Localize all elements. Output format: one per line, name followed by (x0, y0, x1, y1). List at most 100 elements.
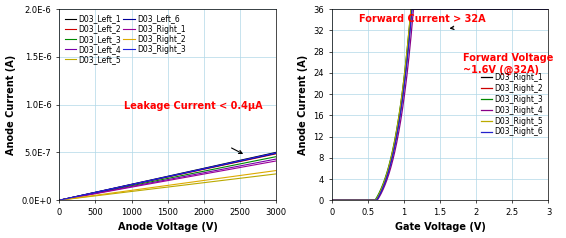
D03_Right_5 (499, 8, 506, 10)
D03_Right_2 (499, 8, 506, 10)
Line: D03_Right_2: D03_Right_2 (59, 171, 276, 200)
D03_Left_5 (94, 194, 101, 197)
D03_Right_6 (545, 8, 552, 10)
D03_Right_1 (545, 8, 552, 10)
D03_Right_2 (340, 199, 346, 202)
Y-axis label: Anode Current (A): Anode Current (A) (298, 55, 308, 155)
X-axis label: Gate Voltage (V): Gate Voltage (V) (395, 223, 486, 233)
Line: D03_Right_3: D03_Right_3 (332, 9, 548, 200)
D03_Right_3 (183, 171, 190, 174)
D03_Right_4 (539, 8, 546, 10)
D03_Right_5 (428, 8, 435, 10)
D03_Left_1 (273, 151, 280, 154)
D03_Left_1 (183, 171, 190, 174)
D03_Right_6 (409, 8, 415, 10)
D03_Right_6 (434, 8, 440, 10)
D03_Right_6 (539, 8, 546, 10)
D03_Left_4 (94, 192, 101, 194)
D03_Right_1 (219, 169, 226, 172)
D03_Left_6 (200, 168, 207, 170)
D03_Left_1 (154, 177, 161, 180)
D03_Right_2 (545, 8, 552, 10)
D03_Right_2 (408, 8, 415, 10)
D03_Right_1 (328, 199, 335, 202)
D03_Right_3 (434, 8, 440, 10)
D03_Right_1 (499, 8, 506, 10)
D03_Left_4 (219, 168, 226, 171)
D03_Right_3 (219, 163, 226, 166)
D03_Right_2 (434, 8, 440, 10)
D03_Left_5 (219, 179, 226, 182)
Line: D03_Right_6: D03_Right_6 (332, 9, 548, 200)
D03_Right_2 (112, 191, 118, 194)
D03_Right_1 (200, 173, 207, 175)
D03_Left_6 (273, 152, 280, 155)
D03_Left_3 (56, 199, 63, 202)
D03_Right_3 (408, 8, 414, 10)
D03_Left_5 (56, 199, 63, 202)
D03_Right_6 (328, 199, 335, 202)
D03_Right_1 (428, 8, 435, 10)
Line: D03_Right_1: D03_Right_1 (332, 9, 548, 200)
D03_Right_5 (340, 199, 346, 202)
D03_Right_3 (428, 8, 435, 10)
D03_Left_3 (183, 173, 190, 176)
D03_Left_6 (154, 178, 161, 180)
D03_Right_3 (499, 8, 506, 10)
D03_Right_5 (328, 199, 335, 202)
D03_Right_1 (434, 8, 440, 10)
Line: D03_Right_2: D03_Right_2 (332, 9, 548, 200)
D03_Right_2 (539, 8, 546, 10)
D03_Left_2 (56, 199, 63, 202)
Line: D03_Right_5: D03_Right_5 (332, 9, 548, 200)
Line: D03_Left_6: D03_Left_6 (59, 153, 276, 200)
D03_Right_2 (273, 169, 280, 172)
D03_Right_4 (499, 8, 506, 10)
D03_Left_4 (112, 188, 118, 191)
D03_Left_5 (183, 183, 190, 186)
D03_Left_4 (273, 158, 280, 160)
D03_Right_3 (539, 8, 546, 10)
D03_Left_3 (200, 170, 207, 173)
D03_Right_4 (545, 8, 552, 10)
Legend: D03_Left_1, D03_Left_2, D03_Left_3, D03_Left_4, D03_Left_5, D03_Left_6, D03_Righ: D03_Left_1, D03_Left_2, D03_Left_3, D03_… (63, 13, 187, 65)
D03_Left_6 (112, 187, 118, 190)
D03_Right_3 (154, 177, 161, 180)
D03_Right_3 (545, 8, 552, 10)
Line: D03_Right_3: D03_Right_3 (59, 153, 276, 200)
D03_Left_2 (112, 187, 118, 190)
D03_Left_5 (154, 187, 161, 190)
D03_Right_2 (154, 185, 161, 188)
Line: D03_Left_4: D03_Left_4 (59, 159, 276, 200)
D03_Right_1 (539, 8, 546, 10)
D03_Left_1 (112, 187, 118, 189)
D03_Right_1 (183, 176, 190, 178)
D03_Left_3 (154, 179, 161, 182)
D03_Right_2 (200, 179, 207, 182)
Line: D03_Left_3: D03_Left_3 (59, 157, 276, 200)
D03_Left_5 (200, 181, 207, 184)
D03_Left_5 (112, 192, 118, 195)
D03_Right_6 (340, 199, 346, 202)
Text: Forward Current > 32A: Forward Current > 32A (359, 14, 486, 24)
D03_Left_6 (94, 190, 101, 193)
D03_Right_4 (428, 8, 435, 10)
D03_Right_5 (434, 8, 440, 10)
D03_Right_4 (434, 8, 440, 10)
D03_Left_6 (183, 171, 190, 174)
D03_Right_6 (499, 8, 506, 10)
D03_Right_5 (539, 8, 546, 10)
D03_Left_6 (56, 199, 63, 202)
D03_Right_3 (539, 8, 546, 10)
D03_Left_1 (219, 163, 226, 166)
Y-axis label: Anode Current (A): Anode Current (A) (6, 55, 15, 155)
D03_Right_2 (183, 181, 190, 184)
D03_Right_3 (273, 151, 280, 154)
Line: D03_Right_1: D03_Right_1 (59, 161, 276, 200)
D03_Right_1 (112, 189, 118, 192)
D03_Right_4 (340, 199, 346, 202)
D03_Right_3 (328, 199, 335, 202)
D03_Right_1 (340, 199, 346, 202)
D03_Left_3 (112, 188, 118, 190)
Legend: D03_Right_1, D03_Right_2, D03_Right_3, D03_Right_4, D03_Right_5, D03_Right_6: D03_Right_1, D03_Right_2, D03_Right_3, D… (479, 71, 544, 138)
